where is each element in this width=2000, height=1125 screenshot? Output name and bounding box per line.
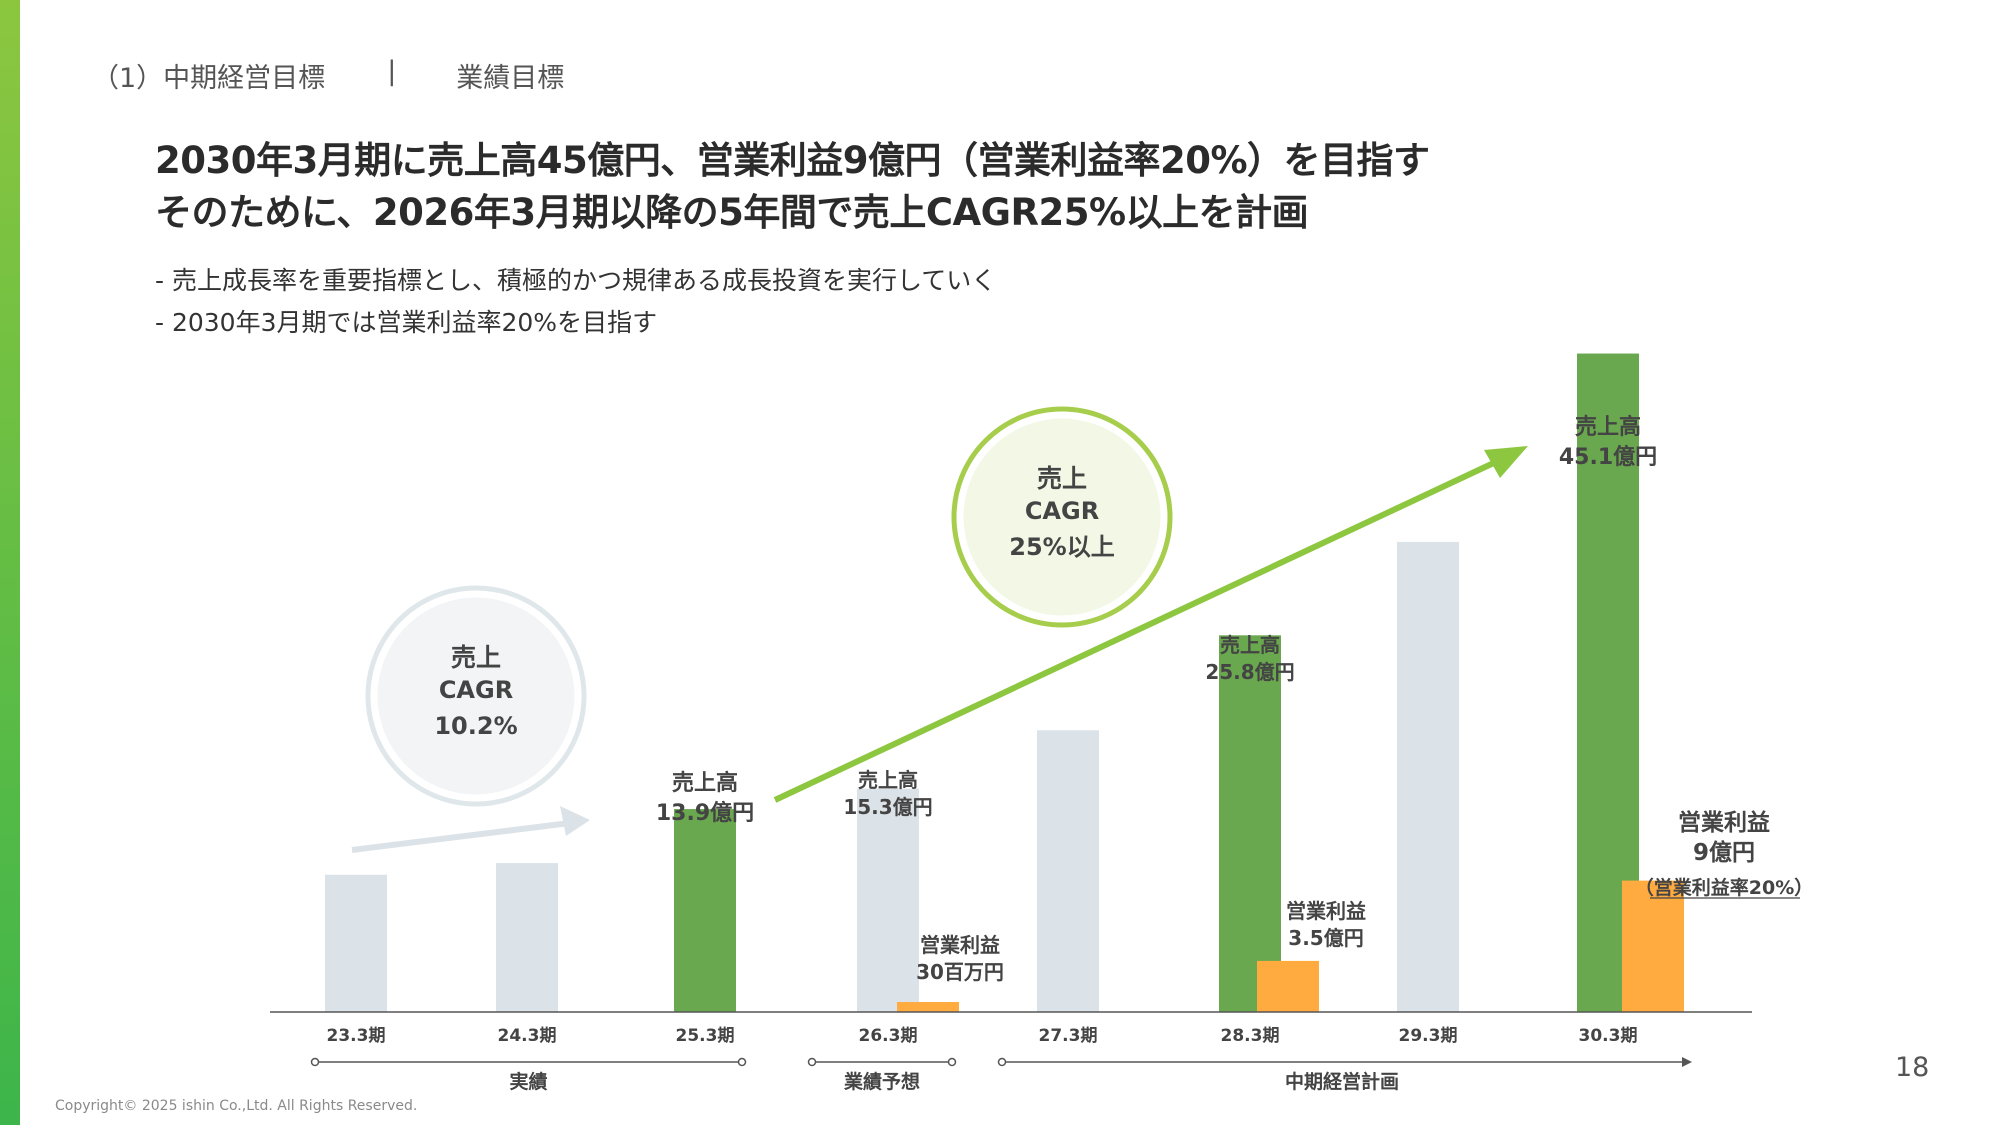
headline-line-1: 2030年3月期に売上高45億円、営業利益9億円（営業利益率20%）を目指す bbox=[155, 139, 1430, 182]
profit-bar bbox=[1622, 880, 1684, 1012]
growth-arrow bbox=[773, 457, 1502, 803]
copyright-notice: Copyright© 2025 ishin Co.,Ltd. All Right… bbox=[55, 1098, 418, 1114]
x-tick-label: 29.3期 bbox=[1399, 1026, 1458, 1046]
cagr-bubble-ring bbox=[951, 406, 1173, 628]
headline: 2030年3月期に売上高45億円、営業利益9億円（営業利益率20%）を目指す そ… bbox=[155, 135, 1430, 239]
profit-data-label: 営業利益 bbox=[1286, 899, 1366, 923]
period-bracket-start bbox=[997, 1057, 1007, 1067]
revenue-data-label: 売上高 bbox=[858, 768, 918, 792]
revenue-data-label: 15.3億円 bbox=[843, 795, 932, 819]
period-bracket-end bbox=[737, 1057, 747, 1067]
revenue-data-label: 13.9億円 bbox=[656, 800, 754, 826]
period-bracket-end bbox=[947, 1057, 957, 1067]
revenue-bar bbox=[674, 809, 736, 1012]
profit-data-label: 営業利益 bbox=[1678, 809, 1770, 836]
x-tick-label: 23.3期 bbox=[327, 1026, 386, 1046]
x-tick-label: 30.3期 bbox=[1579, 1026, 1638, 1046]
profit-margin-note: （営業利益率20%） bbox=[1635, 876, 1813, 899]
revenue-bar bbox=[325, 874, 387, 1012]
revenue-bar bbox=[496, 863, 558, 1012]
revenue-data-label: 売上高 bbox=[1575, 414, 1641, 440]
past-trend-arrowhead bbox=[560, 806, 590, 836]
period-label: 中期経営計画 bbox=[1285, 1070, 1399, 1093]
profit-data-label: 3.5億円 bbox=[1288, 926, 1363, 950]
past-trend-arrow bbox=[351, 819, 579, 853]
breadcrumb-separator: | bbox=[387, 56, 397, 87]
revenue-bar bbox=[1219, 635, 1281, 1012]
profit-data-label: 30百万円 bbox=[916, 960, 1004, 984]
x-tick-label: 27.3期 bbox=[1039, 1026, 1098, 1046]
profit-bar bbox=[897, 1002, 959, 1012]
breadcrumb-section: （1）中期経営目標 bbox=[92, 63, 326, 94]
profit-bar bbox=[1257, 960, 1319, 1012]
cagr-bubble bbox=[374, 594, 578, 798]
page-number: 18 bbox=[1895, 1052, 1930, 1083]
profit-data-label: 9億円 bbox=[1693, 839, 1755, 866]
revenue-data-label: 売上高 bbox=[672, 770, 738, 796]
bullet-item: - 売上成長率を重要指標とし、積極的かつ規律ある成長投資を実行していく bbox=[155, 266, 997, 295]
x-tick-label: 26.3期 bbox=[859, 1026, 918, 1046]
bullet-list: - 売上成長率を重要指標とし、積極的かつ規律ある成長投資を実行していく - 20… bbox=[155, 260, 996, 344]
revenue-bar bbox=[1397, 541, 1459, 1012]
period-bracket-start bbox=[807, 1057, 817, 1067]
cagr-bubble-value: 10.2% bbox=[434, 712, 517, 740]
period-bracket-start bbox=[310, 1057, 320, 1067]
revenue-data-label: 45.1億円 bbox=[1559, 444, 1657, 470]
revenue-bar bbox=[857, 788, 919, 1012]
cagr-bubble-ring bbox=[365, 585, 587, 807]
cagr-bubble-value: 25%以上 bbox=[1009, 533, 1114, 561]
breadcrumb-current: 業績目標 bbox=[456, 63, 565, 94]
breadcrumb: （1）中期経営目標 | 業績目標 bbox=[92, 56, 564, 95]
side-accent-bar bbox=[0, 0, 20, 1125]
period-label: 業績予想 bbox=[843, 1070, 920, 1093]
cagr-bubble-label: 売上 bbox=[1037, 464, 1087, 493]
profit-data-label: 営業利益 bbox=[920, 933, 1000, 957]
cagr-bubble-label: CAGR bbox=[1025, 497, 1099, 525]
cagr-bubble-label: 売上 bbox=[451, 643, 501, 672]
revenue-bar bbox=[1037, 730, 1099, 1012]
headline-line-2: そのために、2026年3月期以降の5年間で売上CAGR25%以上を計画 bbox=[155, 191, 1309, 234]
growth-arrowhead bbox=[1484, 446, 1528, 478]
revenue-data-label: 売上高 bbox=[1220, 633, 1280, 657]
cagr-bubble bbox=[960, 415, 1164, 619]
period-bracket-arrowhead bbox=[1682, 1057, 1692, 1067]
revenue-data-label: 25.8億円 bbox=[1205, 660, 1294, 684]
period-label: 実績 bbox=[509, 1070, 547, 1093]
x-tick-label: 24.3期 bbox=[498, 1026, 557, 1046]
bullet-item: - 2030年3月期では営業利益率20%を目指す bbox=[155, 308, 658, 337]
cagr-bubble-label: CAGR bbox=[439, 676, 513, 704]
x-tick-label: 28.3期 bbox=[1221, 1026, 1280, 1046]
x-tick-label: 25.3期 bbox=[676, 1026, 735, 1046]
